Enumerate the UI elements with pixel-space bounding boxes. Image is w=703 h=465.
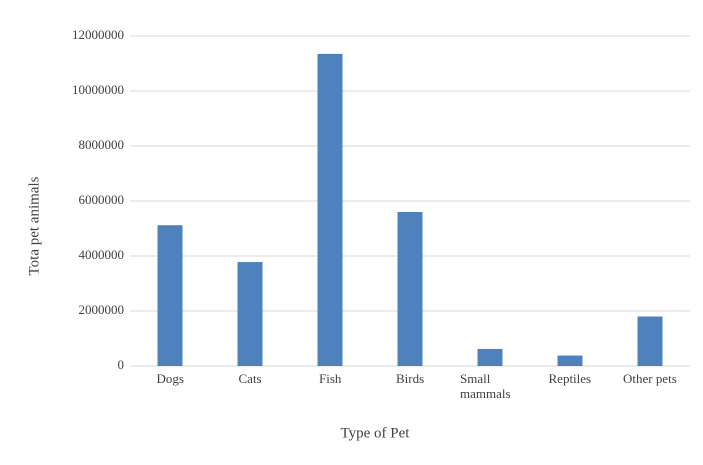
bar: [157, 225, 183, 366]
bar: [477, 348, 503, 366]
y-tick-label: 4000000: [79, 247, 125, 262]
x-tick-label: Birds: [396, 371, 425, 386]
x-tick-label: Small mammals: [460, 371, 511, 401]
bar: [237, 262, 263, 366]
x-tick-label: Fish: [319, 371, 342, 386]
y-tick-label: 2000000: [79, 302, 125, 317]
y-axis-label: Tota pet animals: [26, 176, 42, 275]
x-tick-label: Cats: [238, 371, 262, 386]
y-tick-label: 6000000: [79, 192, 125, 207]
bar: [637, 316, 663, 366]
y-tick-label: 8000000: [79, 137, 125, 152]
bar: [397, 212, 423, 366]
x-tick-label: Dogs: [156, 371, 184, 386]
x-tick-label: Other pets: [623, 371, 677, 386]
x-tick-label: Reptiles: [548, 371, 592, 386]
x-axis-label: Type of Pet: [341, 425, 411, 441]
y-tick-label: 12000000: [72, 27, 124, 42]
bar: [317, 53, 343, 366]
bar: [557, 355, 583, 366]
y-tick-label: 10000000: [72, 82, 124, 97]
y-tick-label: 0: [118, 357, 125, 372]
